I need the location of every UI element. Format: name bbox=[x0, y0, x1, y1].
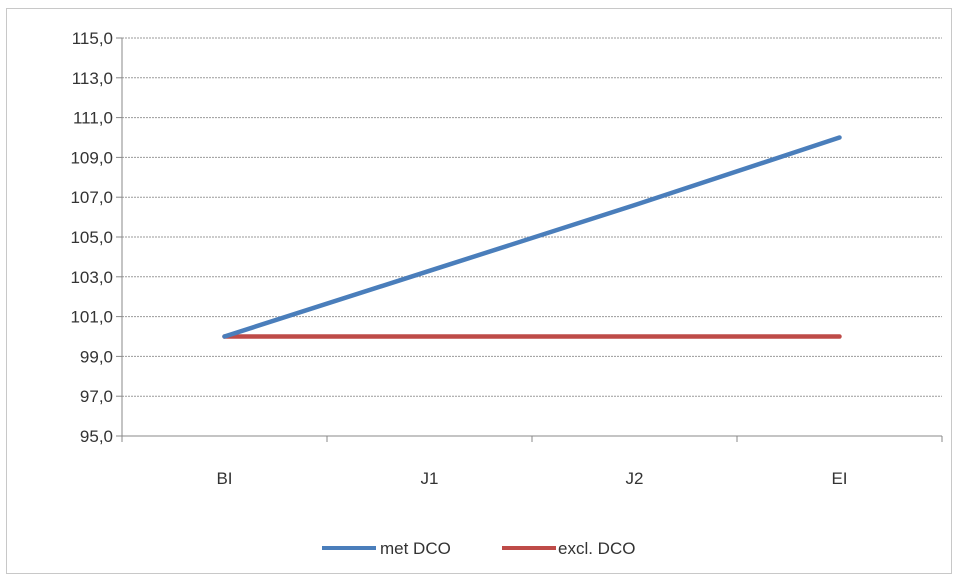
y-tick-label: 97,0 bbox=[80, 387, 113, 406]
legend-label: excl. DCO bbox=[558, 539, 635, 558]
x-tick-label: BI bbox=[216, 469, 232, 488]
chart-frame bbox=[6, 8, 952, 574]
legend-label: met DCO bbox=[380, 539, 451, 558]
x-tick-label: EI bbox=[831, 469, 847, 488]
y-tick-label: 105,0 bbox=[70, 228, 113, 247]
x-tick-label: J1 bbox=[421, 469, 439, 488]
y-tick-label: 113,0 bbox=[72, 69, 113, 88]
y-tick-label: 111,0 bbox=[73, 109, 113, 128]
legend: met DCO excl. DCO bbox=[322, 539, 635, 558]
y-tick-label: 103,0 bbox=[70, 268, 113, 287]
y-tick-label: 115,0 bbox=[72, 29, 113, 48]
y-tick-label: 107,0 bbox=[70, 188, 113, 207]
y-tick-label: 99,0 bbox=[80, 347, 113, 366]
series-line-met-dco bbox=[222, 135, 842, 339]
y-tick-label: 109,0 bbox=[70, 148, 113, 167]
x-tick-label: J2 bbox=[626, 469, 644, 488]
y-tick-label: 95,0 bbox=[80, 427, 113, 446]
gridlines bbox=[122, 37, 942, 397]
y-tick-label: 101,0 bbox=[70, 308, 113, 327]
series-lines bbox=[222, 135, 842, 339]
axes bbox=[116, 37, 943, 442]
tick-labels: 95,0 97,0 99,0 101,0 103,0 105,0 107,0 109,0 111… bbox=[70, 29, 847, 488]
